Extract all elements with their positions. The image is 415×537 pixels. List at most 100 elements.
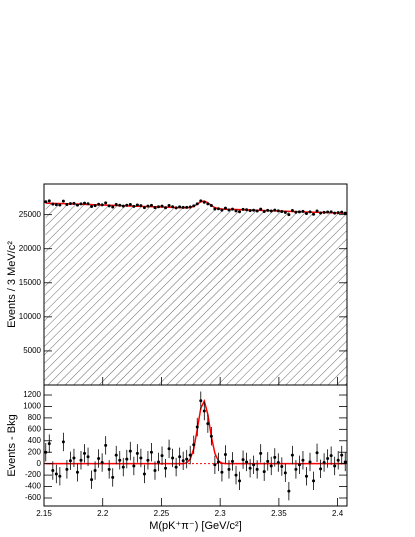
data-point	[149, 203, 153, 207]
data-point	[58, 474, 62, 478]
data-point	[241, 207, 245, 211]
data-point	[188, 453, 192, 457]
data-point	[61, 440, 65, 444]
data-point	[54, 472, 58, 476]
x-tick-label: 2.2	[97, 509, 109, 518]
data-point	[213, 207, 217, 211]
data-point	[167, 204, 171, 208]
data-point	[195, 425, 199, 429]
y-tick-label: 10000	[19, 312, 42, 321]
data-point	[51, 202, 55, 206]
data-point	[128, 449, 132, 453]
data-point	[114, 202, 118, 206]
data-point	[75, 470, 79, 474]
data-point	[259, 451, 263, 455]
data-point	[223, 206, 227, 210]
y-tick-label: 15000	[19, 278, 42, 287]
data-point	[114, 453, 118, 457]
data-point	[128, 202, 132, 206]
data-point	[149, 450, 153, 454]
data-point	[75, 203, 79, 207]
data-point	[230, 459, 234, 463]
data-point	[93, 204, 97, 208]
data-point	[118, 203, 122, 207]
data-point	[72, 201, 76, 205]
data-point	[54, 203, 58, 207]
data-point	[315, 451, 319, 455]
y-tick-label: 0	[37, 459, 42, 468]
data-point	[245, 208, 249, 212]
data-point	[58, 203, 62, 207]
data-point	[294, 467, 298, 471]
data-point	[326, 457, 330, 461]
data-point	[90, 205, 94, 209]
data-point	[104, 443, 108, 447]
data-point	[241, 458, 245, 462]
y-tick-label: 1200	[23, 390, 41, 399]
data-point	[294, 210, 298, 214]
data-point	[65, 467, 69, 471]
y-tick-label: -400	[25, 482, 42, 491]
data-point	[308, 460, 312, 464]
x-tick-label: 2.35	[271, 509, 287, 518]
data-point	[238, 479, 242, 483]
data-point	[255, 209, 259, 213]
data-point	[220, 208, 224, 212]
data-point	[287, 213, 291, 217]
data-point	[297, 463, 301, 467]
data-point	[322, 210, 326, 214]
data-point	[255, 467, 259, 471]
y-axis-title: Events / 3 MeV/c²	[6, 241, 18, 328]
data-point	[86, 455, 90, 459]
data-point	[178, 205, 182, 209]
data-point	[220, 470, 224, 474]
y-tick-label: -600	[25, 493, 42, 502]
data-point	[107, 204, 111, 208]
data-point	[181, 205, 185, 209]
data-point	[153, 206, 157, 210]
data-point	[234, 209, 238, 213]
data-point	[304, 211, 308, 215]
data-point	[343, 211, 347, 215]
data-point	[121, 465, 125, 469]
data-point	[97, 202, 101, 206]
data-point	[216, 207, 220, 211]
x-tick-label: 2.25	[154, 509, 170, 518]
data-point	[234, 473, 238, 477]
data-point	[223, 453, 227, 457]
data-point	[290, 453, 294, 457]
data-point	[146, 204, 150, 208]
data-point	[185, 457, 189, 461]
data-point	[301, 458, 305, 462]
data-point	[153, 469, 157, 473]
data-point	[139, 456, 143, 460]
y-tick-label: 25000	[19, 210, 42, 219]
data-point	[206, 422, 210, 426]
data-point	[262, 470, 266, 474]
data-point	[68, 459, 72, 463]
data-point	[118, 458, 122, 462]
data-point	[340, 453, 344, 457]
data-point	[174, 206, 178, 210]
data-point	[238, 210, 242, 214]
data-point	[195, 202, 199, 206]
data-point	[72, 456, 76, 460]
data-point	[125, 457, 129, 461]
data-point	[202, 409, 206, 413]
data-point	[269, 209, 273, 213]
data-point	[333, 464, 337, 468]
frame	[43, 384, 348, 507]
data-point	[216, 460, 220, 464]
data-point	[83, 451, 87, 455]
data-point	[181, 459, 185, 463]
data-point	[252, 208, 256, 212]
data-point	[100, 461, 104, 465]
data-point	[245, 460, 249, 464]
data-point	[65, 202, 69, 206]
data-point	[301, 209, 305, 213]
data-point	[248, 209, 252, 213]
data-point	[86, 202, 90, 206]
data-point	[276, 209, 280, 213]
data-point	[185, 205, 189, 209]
